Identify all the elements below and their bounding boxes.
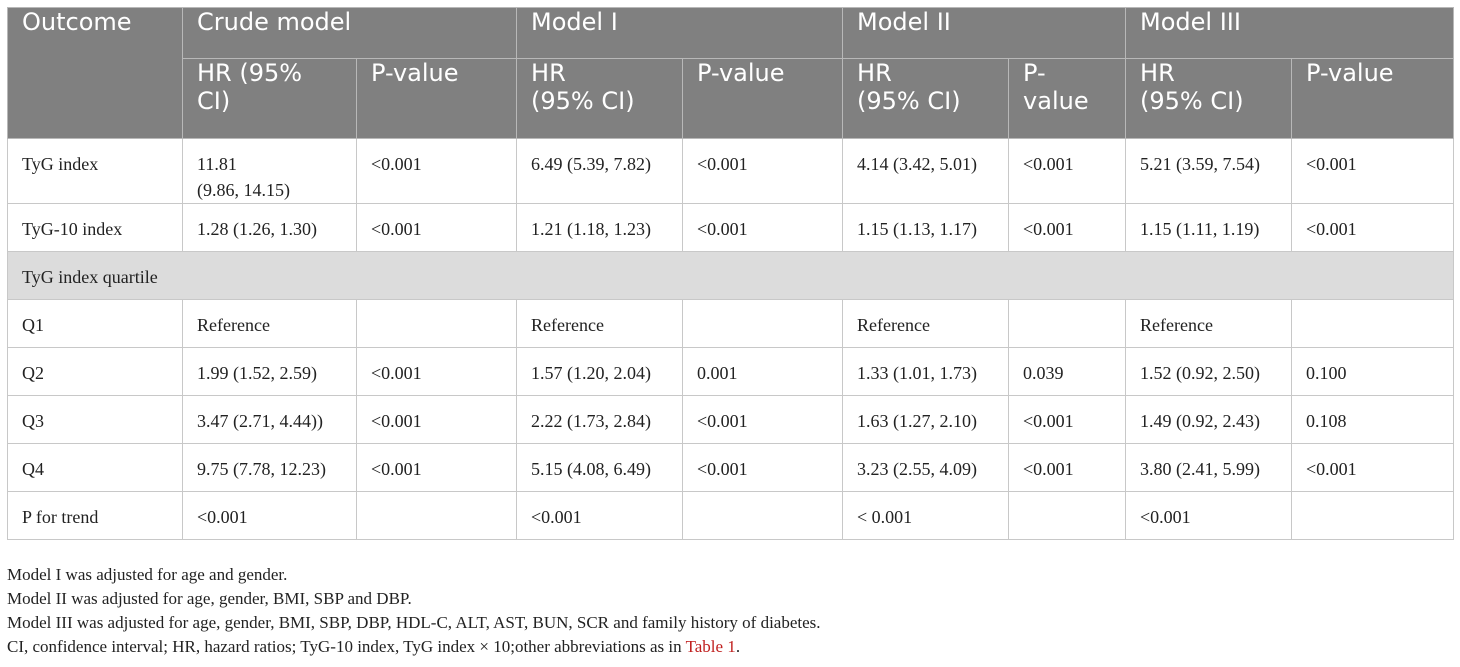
row-label: TyG-10 index [7, 203, 183, 252]
hr-cell: 1.52 (0.92, 2.50) [1125, 347, 1293, 396]
table-row: P for trend <0.001 <0.001 < 0.001 <0.001 [7, 491, 1455, 540]
footnote-abbreviations: CI, confidence interval; HR, hazard rati… [7, 635, 821, 659]
section-label: TyG index quartile [6, 251, 1455, 300]
model-ii-header: Model II [842, 7, 1127, 59]
p-value-cell: <0.001 [682, 138, 844, 204]
row-label: TyG index [7, 138, 183, 204]
hr-cell: Reference [182, 299, 357, 348]
p-value-cell: 0.100 [1291, 347, 1455, 396]
footnote-abbreviations-text: CI, confidence interval; HR, hazard rati… [7, 637, 686, 656]
row-label: P for trend [7, 491, 183, 540]
p-value-cell: <0.001 [1291, 443, 1455, 492]
p-value-cell: <0.001 [1291, 138, 1455, 204]
p-value-header: P-value [1291, 58, 1455, 139]
p-value-cell: <0.001 [355, 203, 518, 252]
hr-cell: 6.49 (5.39, 7.82) [516, 138, 684, 204]
hr-ci-header: HR (95% CI) [1125, 58, 1293, 139]
hr-cell: 1.63 (1.27, 2.10) [842, 395, 1010, 444]
table-row: TyG index 11.81 (9.86, 14.15) <0.001 6.4… [7, 138, 1455, 204]
model-i-header: Model I [516, 7, 844, 59]
footnote-model-i: Model I was adjusted for age and gender. [7, 565, 288, 584]
p-value-cell: 0.039 [1008, 347, 1127, 396]
hr-cell: <0.001 [182, 491, 357, 540]
p-value-cell: <0.001 [355, 395, 518, 444]
p-value-cell: <0.001 [682, 203, 844, 252]
hr-cell: 1.57 (1.20, 2.04) [516, 347, 684, 396]
hr-cell: <0.001 [1125, 491, 1293, 540]
hr-cell: 3.47 (2.71, 4.44)) [182, 395, 357, 444]
table-row: TyG-10 index 1.28 (1.26, 1.30) <0.001 1.… [7, 203, 1455, 252]
table-row: Q4 9.75 (7.78, 12.23) <0.001 5.15 (4.08,… [7, 443, 1455, 492]
hr-cell: <0.001 [516, 491, 684, 540]
outcome-header: Outcome [7, 7, 183, 139]
p-value-cell: <0.001 [1291, 203, 1455, 252]
p-value-cell: 0.001 [682, 347, 844, 396]
p-value-cell: <0.001 [682, 395, 844, 444]
hr-cell: 1.21 (1.18, 1.23) [516, 203, 684, 252]
hr-cell: 1.33 (1.01, 1.73) [842, 347, 1010, 396]
hr-cell: 1.28 (1.26, 1.30) [182, 203, 357, 252]
p-value-cell: <0.001 [1008, 443, 1127, 492]
p-value-cell [1291, 299, 1455, 348]
hr-cell: 9.75 (7.78, 12.23) [182, 443, 357, 492]
p-value-cell [355, 299, 518, 348]
p-value-cell [1008, 491, 1127, 540]
hr-cell: 1.15 (1.11, 1.19) [1125, 203, 1293, 252]
p-value-cell: <0.001 [682, 443, 844, 492]
p-value-cell [682, 491, 844, 540]
hr-cell: 3.80 (2.41, 5.99) [1125, 443, 1293, 492]
hr-cell: 11.81 (9.86, 14.15) [182, 138, 357, 204]
p-value-cell [1008, 299, 1127, 348]
header-row-models: Outcome Crude model Model I Model II Mod… [7, 7, 1455, 139]
table-row: Q3 3.47 (2.71, 4.44)) <0.001 2.22 (1.73,… [7, 395, 1455, 444]
hr-cell: Reference [516, 299, 684, 348]
table-row: Q1 Reference Reference Reference Referen… [7, 299, 1455, 348]
footnote-period: . [735, 637, 741, 656]
p-value-cell [1291, 491, 1455, 540]
hr-cell: 5.21 (3.59, 7.54) [1125, 138, 1293, 204]
p-value-header: P-value [355, 58, 518, 139]
p-value-cell: <0.001 [1008, 203, 1127, 252]
hr-cell: 1.15 (1.13, 1.17) [842, 203, 1010, 252]
p-value-cell: <0.001 [355, 138, 518, 204]
hr-cell: 1.99 (1.52, 2.59) [182, 347, 357, 396]
hr-cell: 4.14 (3.42, 5.01) [842, 138, 1010, 204]
row-label: Q3 [7, 395, 183, 444]
hr-cell: Reference [1125, 299, 1293, 348]
crude-model-header: Crude model [181, 7, 518, 59]
hr-cell: < 0.001 [842, 491, 1010, 540]
p-value-cell [682, 299, 844, 348]
p-value-cell: 0.108 [1291, 395, 1455, 444]
hr-cell: Reference [842, 299, 1010, 348]
hr-ci-header: HR (95% CI) [842, 58, 1010, 139]
hr-cell: 5.15 (4.08, 6.49) [516, 443, 684, 492]
p-value-cell: <0.001 [1008, 138, 1127, 204]
section-row: TyG index quartile [6, 251, 1455, 300]
hr-cell: 2.22 (1.73, 2.84) [516, 395, 684, 444]
model-iii-header: Model III [1125, 7, 1455, 59]
header-row-subheaders: HR (95% CI) P-value HR (95% CI) P-value … [8, 58, 1455, 139]
hazard-ratio-table: Outcome Crude model Model I Model II Mod… [6, 7, 1455, 540]
row-label: Q2 [7, 347, 183, 396]
table-row: Q2 1.99 (1.52, 2.59) <0.001 1.57 (1.20, … [7, 347, 1455, 396]
p-value-header: P-value [682, 58, 844, 139]
row-label: Q4 [7, 443, 183, 492]
row-label: Q1 [7, 299, 183, 348]
p-value-cell: <0.001 [355, 347, 518, 396]
p-value-header: P- value [1008, 58, 1127, 139]
p-value-cell: <0.001 [355, 443, 518, 492]
hr-ci-header: HR (95% CI) [516, 58, 684, 139]
hr-cell: 3.23 (2.55, 4.09) [842, 443, 1010, 492]
table-1-link[interactable]: Table 1 [685, 637, 736, 656]
hr-cell: 1.49 (0.92, 2.43) [1125, 395, 1293, 444]
footnote-model-ii: Model II was adjusted for age, gender, B… [7, 589, 412, 608]
table-footnotes: Model I was adjusted for age and gender.… [7, 563, 821, 659]
p-value-cell: <0.001 [1008, 395, 1127, 444]
p-value-cell [355, 491, 518, 540]
hr-ci-header: HR (95% CI) [182, 58, 357, 139]
footnote-model-iii: Model III was adjusted for age, gender, … [7, 613, 821, 632]
